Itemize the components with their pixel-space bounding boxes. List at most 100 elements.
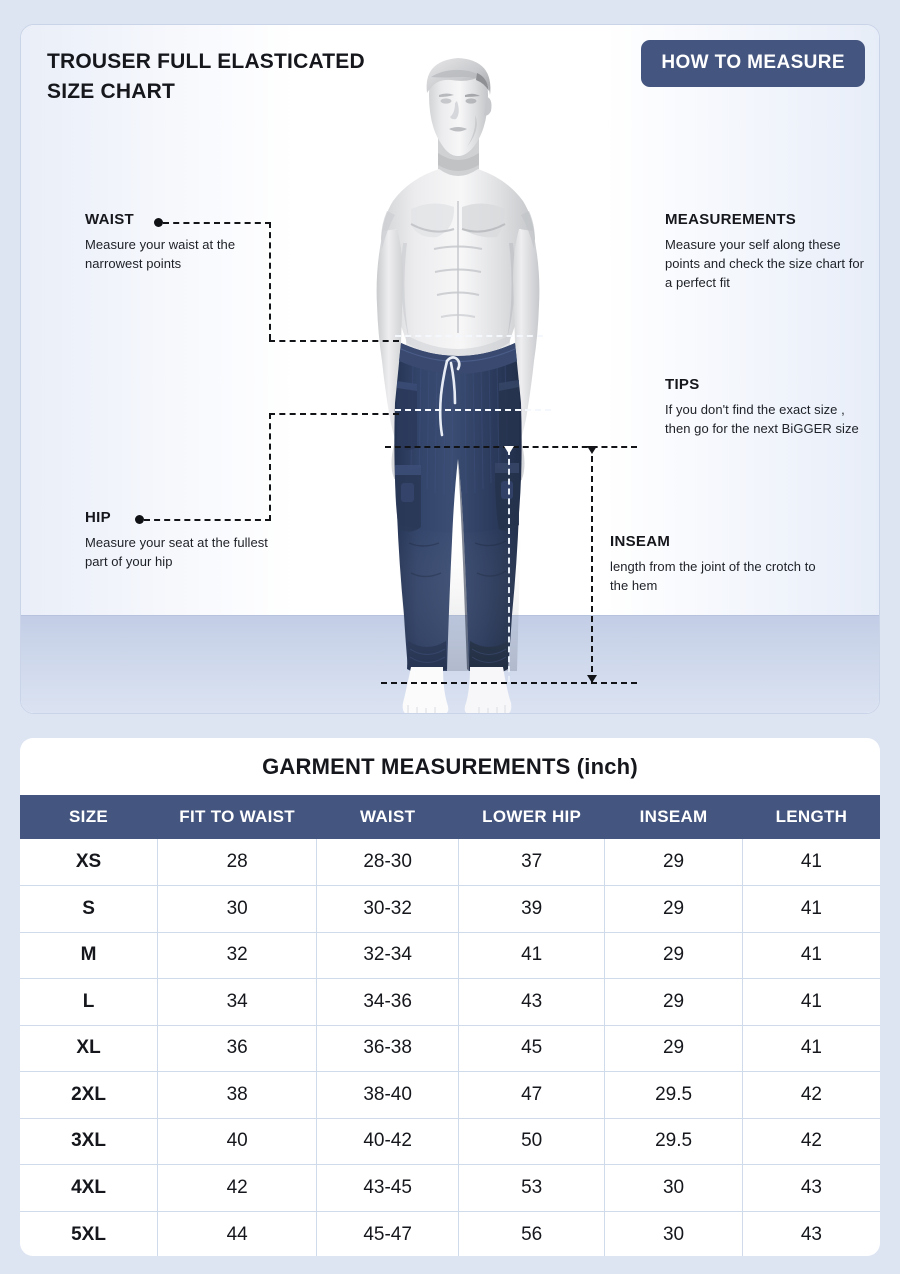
cell-length: 41: [742, 932, 880, 979]
cell-inseam: 29: [604, 1025, 743, 1072]
cell-fit-to-waist: 38: [157, 1071, 318, 1119]
cell-waist: 45-47: [316, 1211, 460, 1256]
cell-size: L: [20, 978, 159, 1026]
annotation-measurements-heading: MEASUREMENTS: [665, 211, 797, 228]
cell-inseam: 30: [604, 1164, 743, 1212]
inseam-bottom-tie-line: [381, 682, 637, 684]
annotation-inseam-body: length from the joint of the crotch to t…: [610, 559, 816, 594]
annotation-tips: TIPS If you don't find the exact size , …: [665, 376, 865, 438]
table-row: 4XL 42 43-45 53 30 43: [20, 1164, 880, 1212]
cell-inseam: 29: [604, 885, 743, 933]
cell-size: 3XL: [20, 1118, 159, 1165]
size-chart-table: SIZE FIT TO WAIST WAIST LOWER HIP INSEAM…: [20, 795, 880, 1256]
waist-leader-horizontal-1: [163, 222, 271, 224]
cell-lower-hip: 45: [458, 1025, 606, 1072]
cell-fit-to-waist: 34: [157, 978, 318, 1026]
annotation-inseam-heading: INSEAM: [610, 533, 671, 550]
table-row: L 34 34-36 43 29 41: [20, 978, 880, 1026]
mannequin-figure: [351, 43, 566, 713]
waist-leader-vertical: [269, 222, 271, 340]
how-to-measure-card: TROUSER FULL ELASTICATED SIZE CHART HOW …: [20, 24, 880, 714]
garment-measurements-card: GARMENT MEASUREMENTS (inch) SIZE FIT TO …: [20, 738, 880, 1256]
cell-lower-hip: 41: [458, 932, 606, 979]
cell-lower-hip: 47: [458, 1071, 606, 1119]
page-title-line2: SIZE CHART: [47, 79, 175, 103]
waist-measure-line: [395, 335, 543, 337]
cell-waist: 43-45: [316, 1164, 460, 1212]
cell-waist: 38-40: [316, 1071, 460, 1119]
cell-inseam: 29: [604, 839, 743, 886]
inseam-dimension-line: [591, 446, 593, 682]
column-header-length: LENGTH: [742, 795, 880, 839]
cell-lower-hip: 56: [458, 1211, 606, 1256]
how-to-measure-badge[interactable]: HOW TO MEASURE: [641, 40, 865, 87]
annotation-waist-heading: WAIST: [85, 211, 134, 228]
table-row: XL 36 36-38 45 29 41: [20, 1025, 880, 1072]
annotation-measurements: MEASUREMENTS Measure your self along the…: [665, 211, 865, 293]
cell-lower-hip: 53: [458, 1164, 606, 1212]
hip-anchor-dot: [135, 515, 144, 524]
annotation-hip-heading: HIP: [85, 509, 111, 526]
annotation-inseam: INSEAM length from the joint of the crot…: [610, 533, 825, 595]
cell-fit-to-waist: 28: [157, 839, 318, 886]
cell-length: 42: [742, 1071, 880, 1119]
cell-inseam: 29: [604, 978, 743, 1026]
cell-waist: 40-42: [316, 1118, 460, 1165]
cell-waist: 28-30: [316, 839, 460, 886]
cell-length: 41: [742, 885, 880, 933]
column-header-fit-to-waist: FIT TO WAIST: [157, 795, 318, 839]
cell-lower-hip: 39: [458, 885, 606, 933]
cell-inseam: 29.5: [604, 1071, 743, 1119]
annotation-hip-body: Measure your seat at the fullest part of…: [85, 535, 268, 570]
hip-leader-horizontal-2: [269, 413, 399, 415]
annotation-waist: WAIST Measure your waist at the narrowes…: [85, 211, 275, 273]
inseam-top-arrow-icon: [587, 446, 597, 454]
cell-waist: 36-38: [316, 1025, 460, 1072]
cell-length: 41: [742, 1025, 880, 1072]
column-header-size: SIZE: [20, 795, 159, 839]
table-row: M 32 32-34 41 29 41: [20, 932, 880, 979]
cell-size: 4XL: [20, 1164, 159, 1212]
cell-fit-to-waist: 36: [157, 1025, 318, 1072]
cell-waist: 34-36: [316, 978, 460, 1026]
cell-length: 41: [742, 978, 880, 1026]
cell-size: S: [20, 885, 159, 933]
cell-lower-hip: 50: [458, 1118, 606, 1165]
cell-inseam: 29: [604, 932, 743, 979]
page-title-line1: TROUSER FULL ELASTICATED: [47, 50, 365, 73]
inseam-leg-line: [508, 449, 510, 682]
column-header-inseam: INSEAM: [604, 795, 743, 839]
annotation-measurements-body: Measure your self along these points and…: [665, 237, 865, 291]
cell-length: 41: [742, 839, 880, 886]
cell-inseam: 30: [604, 1211, 743, 1256]
cell-size: 2XL: [20, 1071, 159, 1119]
cell-length: 43: [800, 1223, 822, 1245]
cell-size: XS: [20, 839, 159, 886]
cell-fit-to-waist: 42: [157, 1164, 318, 1212]
table-row: 5XL 44 45-47 56 30 43: [20, 1211, 880, 1256]
waist-anchor-dot: [154, 218, 163, 227]
hip-leader-horizontal-1: [144, 519, 271, 521]
table-row: XS 28 28-30 37 29 41: [20, 839, 880, 886]
cell-lower-hip: 37: [458, 839, 606, 886]
table-title: GARMENT MEASUREMENTS (inch): [262, 753, 638, 779]
waist-leader-horizontal-2: [269, 340, 399, 342]
table-row: 3XL 40 40-42 50 29.5 42: [20, 1118, 880, 1165]
cell-waist: 30-32: [316, 885, 460, 933]
cell-length: 43: [742, 1164, 880, 1212]
cell-size: XL: [20, 1025, 159, 1072]
cell-fit-to-waist: 44: [157, 1211, 318, 1256]
cell-inseam: 29.5: [604, 1118, 743, 1165]
annotation-hip: HIP Measure your seat at the fullest par…: [85, 509, 285, 571]
cell-size: M: [20, 932, 159, 979]
inseam-leg-arrow-icon: [504, 446, 514, 454]
annotation-tips-body: If you don't find the exact size , then …: [665, 402, 859, 437]
column-header-waist: WAIST: [316, 795, 460, 839]
table-header-row: SIZE FIT TO WAIST WAIST LOWER HIP INSEAM…: [20, 795, 880, 839]
annotation-waist-body: Measure your waist at the narrowest poin…: [85, 237, 236, 272]
column-header-lower-hip: LOWER HIP: [458, 795, 606, 839]
hip-measure-line: [395, 409, 551, 411]
page-title: TROUSER FULL ELASTICATED SIZE CHART: [47, 47, 365, 107]
cell-length: 42: [742, 1118, 880, 1165]
cell-fit-to-waist: 32: [157, 932, 318, 979]
